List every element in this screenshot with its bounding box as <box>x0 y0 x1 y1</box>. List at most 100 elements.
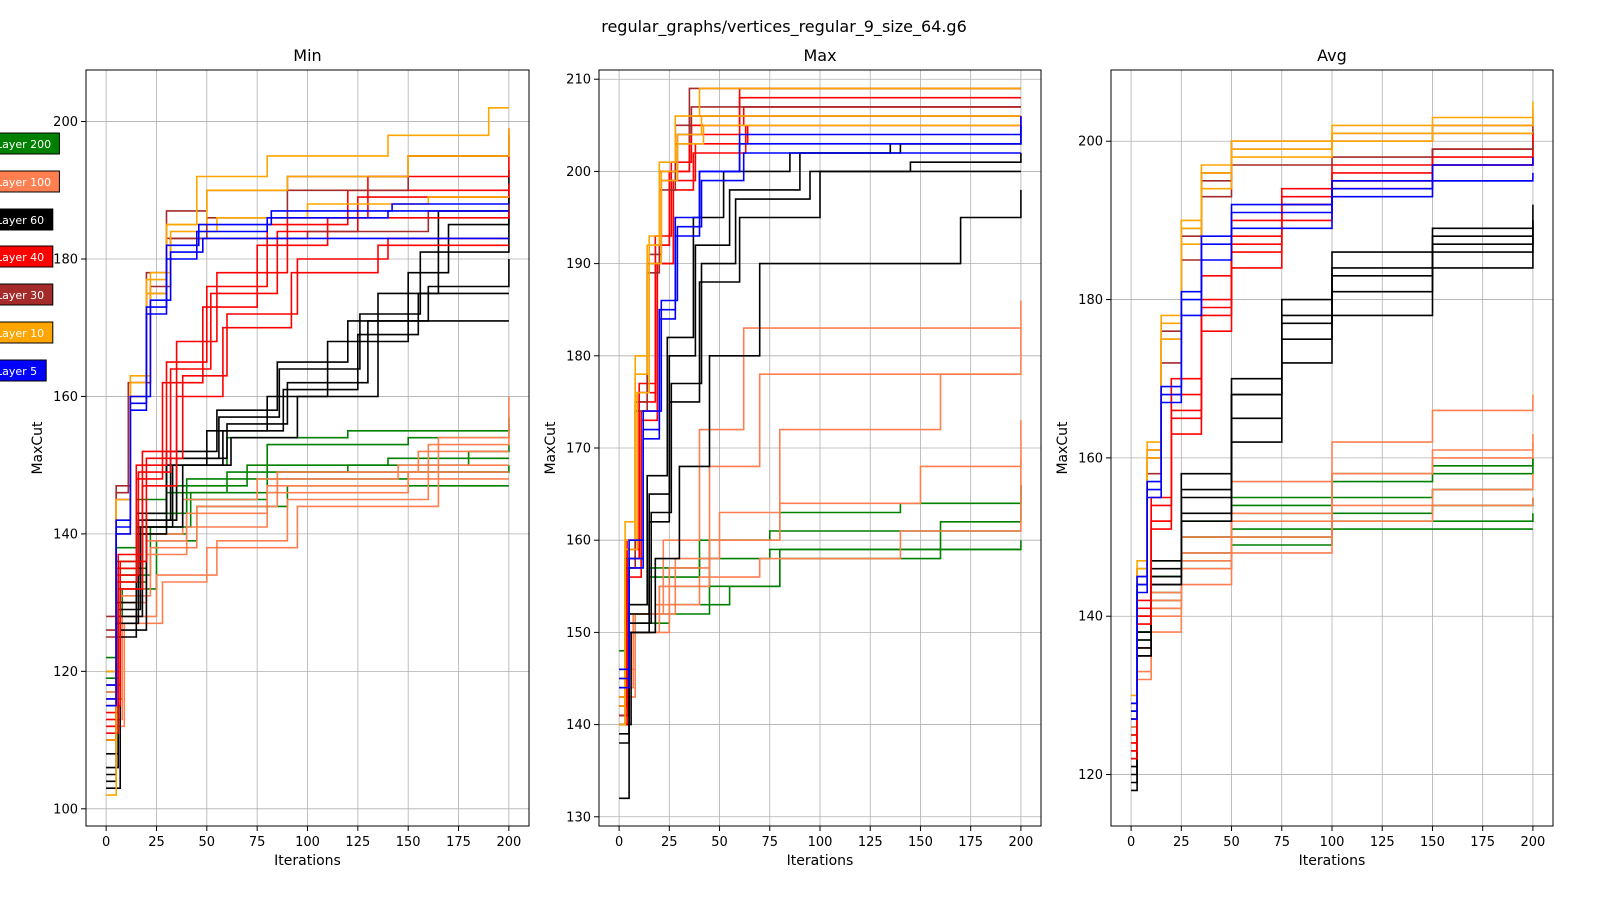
y-tick-label: 130 <box>566 810 591 825</box>
x-tick-label: 50 <box>711 835 728 850</box>
x-axis-label: Iterations <box>1299 853 1366 869</box>
y-tick-label: 140 <box>1078 610 1103 625</box>
x-tick-label: 125 <box>1370 835 1395 850</box>
series-line <box>106 244 509 734</box>
y-tick-label: 120 <box>1078 768 1103 783</box>
y-tick-label: 170 <box>566 442 591 457</box>
x-tick-label: 125 <box>345 835 370 850</box>
series-lines <box>1131 101 1534 792</box>
series-lines <box>106 107 510 796</box>
x-tick-label: 25 <box>148 835 165 850</box>
series-line <box>619 189 1022 726</box>
y-axis-label: MaxCut <box>30 421 46 475</box>
x-tick-label: 200 <box>1008 835 1033 850</box>
y-tick-label: 140 <box>566 718 591 733</box>
x-tick-label: 50 <box>199 835 216 850</box>
x-tick-label: 200 <box>496 835 521 850</box>
series-line <box>106 237 509 707</box>
legend-swatch <box>0 283 54 306</box>
x-tick-label: 100 <box>295 835 320 850</box>
legend-swatch <box>0 132 60 155</box>
series-line <box>106 210 510 741</box>
legend-swatch <box>0 321 54 344</box>
series-line <box>106 237 509 686</box>
series-line <box>106 197 510 776</box>
legend-label: Layer 5 <box>0 365 37 378</box>
x-tick-label: 75 <box>249 835 266 850</box>
panel-3: 0 25 50 75 100 125 150 175 200 120 140 160 180 200 Avg… <box>1055 46 1554 869</box>
series-line <box>106 203 509 700</box>
y-axis-label: MaxCut <box>1055 421 1071 475</box>
legend-swatch <box>0 245 54 268</box>
x-tick-label: 75 <box>1273 835 1290 850</box>
y-tick-label: 120 <box>53 665 78 680</box>
y-axis-label: MaxCut <box>543 421 559 475</box>
legend-item: Layer 5 <box>0 359 47 382</box>
panel-title: Avg <box>1317 46 1347 65</box>
legend-item: Layer 200 <box>0 132 60 155</box>
x-tick-label: 200 <box>1520 835 1545 850</box>
x-tick-label: 175 <box>958 835 983 850</box>
legend-item: Layer 30 <box>0 283 54 306</box>
series-line <box>619 327 1021 689</box>
y-tick-label: 100 <box>53 802 78 817</box>
x-axis-label: Iterations <box>274 853 341 869</box>
y-tick-label: 180 <box>566 349 591 364</box>
series-line <box>619 153 1022 717</box>
legend-swatch <box>0 170 60 193</box>
legend-item: Layer 60 <box>0 208 54 231</box>
series-line <box>106 169 510 789</box>
series-line <box>1131 180 1533 720</box>
y-tick-label: 200 <box>53 115 78 130</box>
series-line <box>619 124 1021 707</box>
chart-panels: 0 25 50 75 100 125 150 175 200 100 120 140 160 180 200… <box>30 46 1554 869</box>
x-tick-label: 50 <box>1223 835 1240 850</box>
figure-title: regular_graphs/vertices_regular_9_size_6… <box>601 17 967 37</box>
series-line <box>106 292 509 755</box>
legend-label: Layer 30 <box>0 289 44 302</box>
series-line <box>106 190 510 721</box>
panel-title: Min <box>293 46 321 65</box>
y-tick-label: 160 <box>566 534 591 549</box>
x-tick-label: 0 <box>102 835 110 850</box>
y-tick-label: 190 <box>566 257 591 272</box>
series-line <box>619 152 1021 671</box>
series-line <box>106 183 510 728</box>
x-tick-label: 0 <box>1127 835 1135 850</box>
y-tick-label: 210 <box>566 73 591 88</box>
y-tick-label: 180 <box>1078 293 1103 308</box>
series-line <box>1131 157 1534 705</box>
series-line <box>619 87 1021 726</box>
legend-swatch <box>0 359 47 382</box>
y-tick-label: 140 <box>53 527 78 542</box>
x-tick-label: 150 <box>1420 835 1445 850</box>
legend-label: Layer 100 <box>0 176 51 189</box>
legend-label: Layer 200 <box>0 138 51 151</box>
panel-2: 0 25 50 75 100 125 150 175 200 130 140 150 160 170 180… <box>543 46 1042 869</box>
panel-1: 0 25 50 75 100 125 150 175 200 100 120 140 160 180 200… <box>30 46 530 869</box>
x-tick-label: 175 <box>1470 835 1495 850</box>
x-tick-label: 0 <box>615 835 623 850</box>
legend-label: Layer 60 <box>0 214 44 227</box>
series-line <box>106 259 510 769</box>
x-tick-label: 150 <box>908 835 933 850</box>
x-axis-label: Iterations <box>787 853 854 869</box>
legend-label: Layer 10 <box>0 327 44 340</box>
y-tick-label: 160 <box>53 390 78 405</box>
series-line <box>1131 497 1534 752</box>
x-tick-label: 125 <box>858 835 883 850</box>
legend-item: Layer 40 <box>0 245 54 268</box>
legend: Layer 200 Layer 100 Layer 60 Layer 40 Layer … <box>0 132 60 382</box>
x-tick-label: 25 <box>661 835 678 850</box>
x-tick-label: 175 <box>446 835 471 850</box>
x-tick-label: 25 <box>1173 835 1190 850</box>
legend-label: Layer 40 <box>0 251 44 264</box>
legend-item: Layer 100 <box>0 170 60 193</box>
x-tick-label: 100 <box>808 835 833 850</box>
y-tick-label: 160 <box>1078 451 1103 466</box>
y-tick-label: 180 <box>53 253 78 268</box>
legend-item: Layer 10 <box>0 321 54 344</box>
panel-title: Max <box>803 46 836 65</box>
y-tick-label: 200 <box>1078 135 1103 150</box>
y-tick-label: 150 <box>566 626 591 641</box>
